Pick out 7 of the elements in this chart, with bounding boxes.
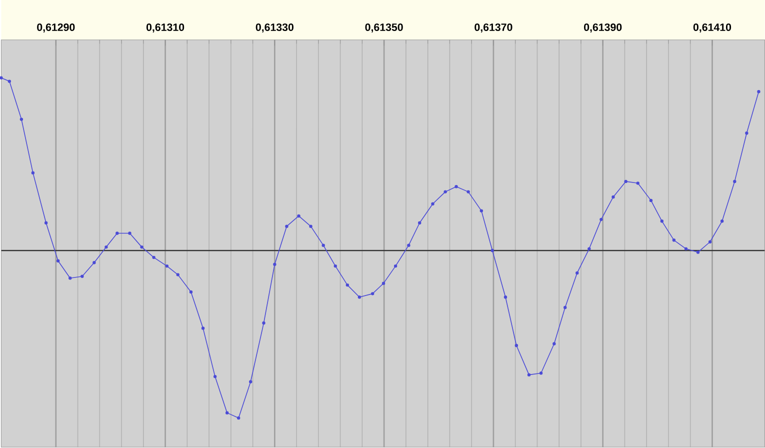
x-tick-label: 0,61330 (256, 24, 294, 33)
x-tick-label: 0,61310 (146, 24, 184, 33)
x-tick-label: 0,61390 (584, 24, 622, 33)
x-tick-label: 0,61290 (37, 24, 75, 33)
x-tick-label: 0,61410 (693, 24, 732, 33)
x-tick-label: 0,61350 (365, 24, 403, 33)
x-tick-label: 0,61370 (474, 24, 512, 33)
